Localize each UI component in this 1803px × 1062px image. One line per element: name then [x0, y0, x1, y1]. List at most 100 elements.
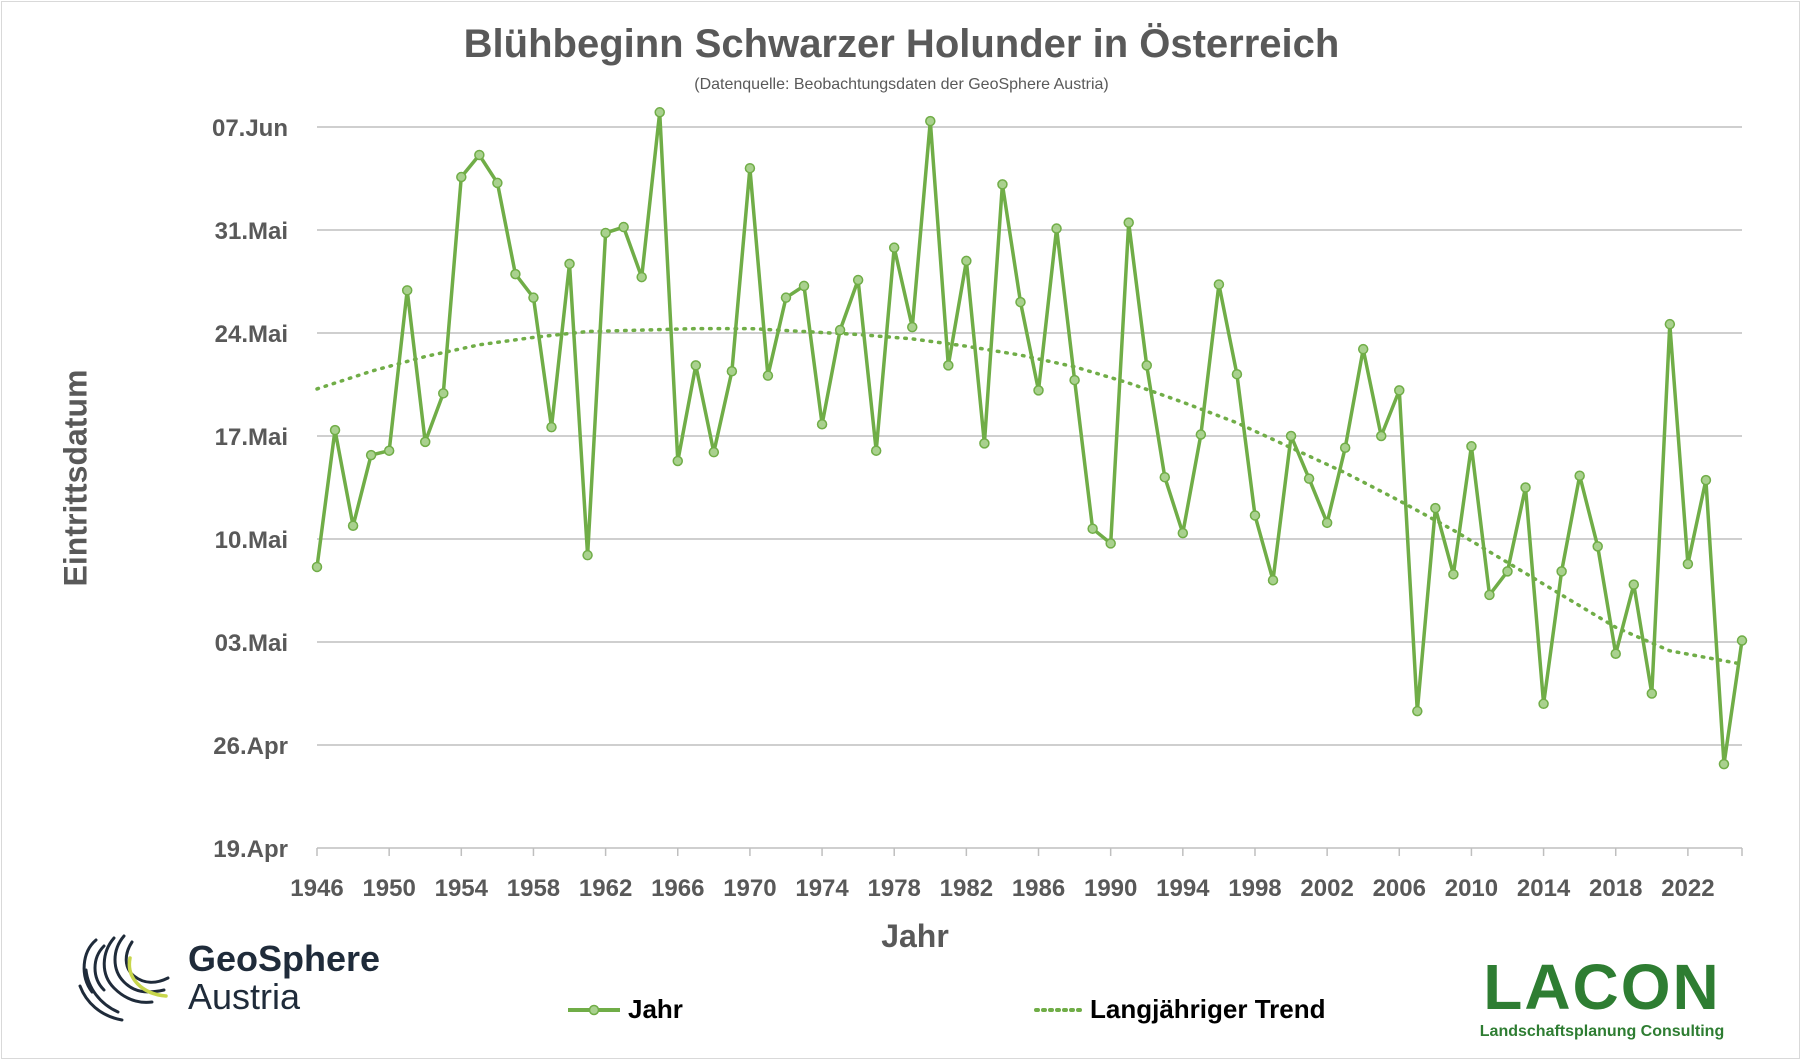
x-tick-label: 1998 — [1228, 875, 1281, 902]
data-point — [1502, 566, 1513, 577]
data-point — [365, 449, 377, 461]
x-tick-label: 1982 — [940, 875, 993, 902]
data-point — [1105, 538, 1116, 549]
legend-item-series: Jahr — [566, 994, 683, 1025]
data-point — [401, 285, 413, 296]
data-point — [347, 520, 359, 532]
data-point — [1159, 471, 1171, 483]
data-point — [762, 370, 774, 381]
geosphere-swirl-icon — [78, 934, 170, 1022]
series-line-jahr — [315, 110, 1744, 766]
data-point — [492, 177, 503, 189]
data-point — [1033, 385, 1044, 396]
legend-series-label: Jahr — [628, 994, 683, 1024]
data-point — [1736, 635, 1748, 646]
data-point — [690, 360, 702, 371]
data-point — [311, 561, 323, 573]
data-point — [1448, 569, 1459, 580]
data-point — [1700, 474, 1712, 486]
data-point — [564, 258, 575, 270]
y-tick-label: 31.Mai — [215, 218, 288, 245]
legend-trend-label: Langjähriger Trend — [1090, 994, 1326, 1024]
x-tick-label: 1954 — [435, 875, 489, 902]
x-tick-label: 1962 — [579, 875, 632, 902]
x-tick-label: 1986 — [1012, 875, 1065, 902]
data-point — [961, 255, 972, 267]
data-point — [1610, 648, 1621, 660]
data-point — [1394, 385, 1405, 396]
data-point — [1574, 470, 1585, 481]
lacon-logo: LACON Landschaftsplanung Consulting — [1462, 955, 1742, 1041]
data-point — [1682, 558, 1694, 570]
data-point — [1339, 442, 1351, 454]
x-axis-label: Jahr — [881, 918, 949, 954]
data-point — [1592, 541, 1603, 552]
legend-series-swatch — [568, 1004, 620, 1015]
data-point — [816, 418, 828, 430]
x-tick-label: 2014 — [1517, 875, 1571, 902]
x-tick-label: 1994 — [1156, 875, 1210, 902]
data-point — [1285, 430, 1297, 442]
data-point — [672, 455, 684, 467]
data-point — [888, 242, 900, 253]
y-tick-label: 07.Jun — [212, 115, 288, 142]
data-point — [1664, 318, 1676, 330]
data-point — [834, 324, 846, 336]
data-point — [618, 221, 629, 233]
data-point — [474, 149, 485, 161]
data-point — [1087, 523, 1098, 534]
data-point — [510, 268, 521, 280]
x-tick-label: 2006 — [1373, 875, 1426, 902]
data-point — [1412, 705, 1423, 717]
x-tick-label: 1958 — [507, 875, 560, 902]
data-point — [438, 388, 449, 399]
data-point — [1177, 527, 1189, 539]
geosphere-logo-line1: GeoSphere — [188, 938, 381, 980]
data-point — [329, 424, 341, 436]
data-point — [1628, 579, 1640, 590]
data-point — [636, 271, 647, 283]
data-point — [582, 549, 593, 561]
data-point — [1484, 589, 1495, 601]
x-tick-label: 1970 — [723, 875, 776, 902]
data-point — [1375, 430, 1387, 442]
data-point — [1718, 758, 1730, 770]
data-point — [1556, 566, 1567, 577]
data-point — [1069, 374, 1080, 386]
x-tick-label: 1966 — [651, 875, 704, 902]
data-point — [528, 292, 539, 303]
lacon-logo-name: LACON — [1483, 951, 1721, 1023]
x-tick-label: 2010 — [1445, 875, 1498, 902]
y-tick-label: 17.Mai — [215, 424, 288, 451]
lacon-logo-tagline: Landschaftsplanung Consulting — [1479, 1023, 1725, 1040]
data-point — [744, 162, 756, 174]
chart-subtitle: (Datenquelle: Beobachtungsdaten der GeoS… — [694, 76, 1109, 93]
y-tick-label: 26.Apr — [213, 733, 288, 760]
data-point — [1303, 473, 1315, 484]
data-point — [1466, 441, 1477, 452]
data-point — [1267, 574, 1279, 586]
data-point — [852, 274, 864, 286]
y-tick-label: 19.Apr — [213, 836, 288, 863]
x-tick-label: 2022 — [1661, 875, 1714, 902]
data-point — [383, 445, 395, 456]
data-point — [943, 360, 954, 371]
data-point — [1123, 217, 1134, 228]
data-point — [979, 438, 990, 449]
x-tick-label: 1950 — [362, 875, 415, 902]
y-tick-label: 10.Mai — [215, 527, 288, 554]
data-point — [1051, 223, 1062, 234]
data-point — [1195, 429, 1207, 440]
x-tick-label: 1990 — [1084, 875, 1137, 902]
data-point — [1520, 482, 1531, 493]
x-tick-label: 2018 — [1589, 875, 1642, 902]
data-point — [925, 115, 936, 127]
data-point — [1321, 517, 1333, 529]
data-point — [456, 171, 467, 183]
data-point — [780, 292, 792, 303]
data-point — [1231, 368, 1243, 380]
geosphere-logo-line2: Austria — [188, 976, 301, 1017]
data-point — [1213, 279, 1225, 290]
